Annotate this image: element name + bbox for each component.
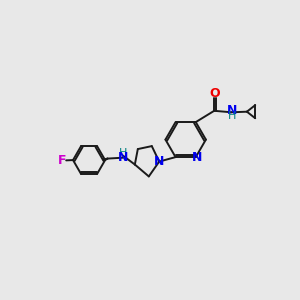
Text: O: O (209, 87, 220, 100)
Text: H: H (118, 148, 127, 158)
Text: H: H (227, 111, 236, 121)
Text: N: N (191, 151, 202, 164)
Text: N: N (118, 151, 128, 164)
Text: N: N (226, 104, 237, 117)
Text: F: F (58, 154, 66, 167)
Text: N: N (154, 155, 164, 168)
